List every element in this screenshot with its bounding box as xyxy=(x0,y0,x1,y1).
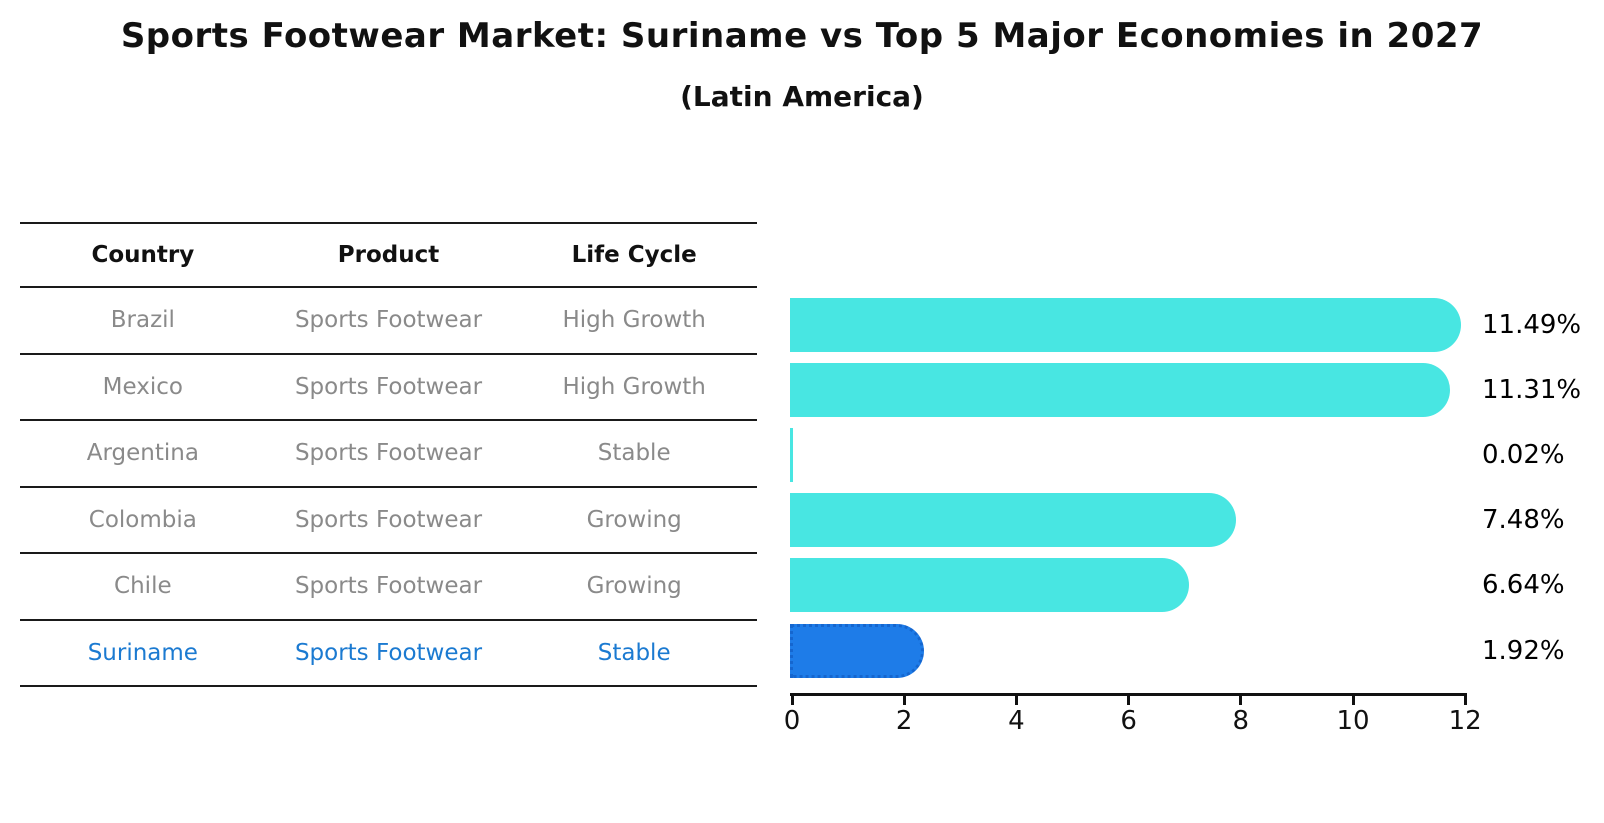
table-body: Brazil Sports Footwear High Growth Mexico Sp… xyxy=(20,288,757,687)
country-table: Country Product Life Cycle Brazil Sports … xyxy=(20,222,757,687)
bar-chile xyxy=(790,558,1189,613)
bar-argentina xyxy=(790,428,793,483)
cell-country: Colombia xyxy=(88,506,197,533)
x-axis-tick xyxy=(1127,696,1131,705)
x-axis-tick-label: 10 xyxy=(1336,706,1370,736)
value-label-brazil: 11.49% xyxy=(1482,310,1582,340)
value-label-colombia: 7.48% xyxy=(1482,505,1565,536)
x-axis-tick-label: 12 xyxy=(1448,706,1482,736)
value-label-argentina: 0.02% xyxy=(1482,440,1565,471)
column-header-lifecycle: Life Cycle xyxy=(571,242,697,268)
chart-title: Sports Footwear Market: Suriname vs Top … xyxy=(120,16,1484,56)
x-axis-tick-label: 0 xyxy=(783,706,801,736)
bar-suriname xyxy=(790,623,924,678)
cell-country: Brazil xyxy=(110,307,175,334)
cell-lifecycle: Growing xyxy=(586,506,682,533)
x-axis-tick-label: 2 xyxy=(895,706,913,736)
x-axis-tick xyxy=(1463,696,1467,705)
cell-country: Mexico xyxy=(102,373,183,400)
table-row: Colombia Sports Footwear Growing xyxy=(20,488,757,554)
cell-country: Argentina xyxy=(86,440,199,467)
cell-country: Chile xyxy=(114,573,172,600)
cell-product: Sports Footwear xyxy=(294,573,483,600)
bar-brazil xyxy=(790,298,1461,352)
table-row: Brazil Sports Footwear High Growth xyxy=(20,288,757,355)
x-axis-tick xyxy=(1239,696,1243,705)
x-axis-tick-label: 4 xyxy=(1008,706,1025,736)
cell-product: Sports Footwear xyxy=(294,307,483,334)
value-label-chile: 6.64% xyxy=(1482,570,1565,601)
value-label-suriname: 1.92% xyxy=(1482,635,1565,666)
cell-lifecycle: Stable xyxy=(597,440,671,467)
column-header-country: Country xyxy=(91,242,195,268)
bar-mexico xyxy=(790,363,1451,418)
cell-product: Sports Footwear xyxy=(294,506,483,533)
x-axis-tick-label: 6 xyxy=(1120,706,1137,736)
x-axis-tick xyxy=(1014,696,1018,705)
cell-lifecycle: Stable xyxy=(597,639,671,666)
table-header-row: Country Product Life Cycle xyxy=(20,222,757,288)
bar-colombia xyxy=(790,493,1236,548)
cell-product: Sports Footwear xyxy=(294,639,483,666)
column-header-product: Product xyxy=(337,242,440,268)
x-axis-line xyxy=(790,693,1467,696)
cell-lifecycle: High Growth xyxy=(562,373,706,400)
cell-lifecycle: High Growth xyxy=(562,307,706,334)
cell-country: Suriname xyxy=(87,639,198,666)
table-row: Mexico Sports Footwear High Growth xyxy=(20,355,757,421)
x-axis-tick xyxy=(902,696,906,705)
cell-product: Sports Footwear xyxy=(294,373,483,400)
cell-product: Sports Footwear xyxy=(294,440,483,467)
chart-subtitle: (Latin America) xyxy=(680,80,924,113)
cell-lifecycle: Growing xyxy=(586,573,682,600)
x-axis-tick xyxy=(790,696,794,705)
table-row: Argentina Sports Footwear Stable xyxy=(20,421,757,488)
x-axis-tick xyxy=(1351,696,1355,705)
x-axis-tick-label: 8 xyxy=(1232,706,1250,736)
table-row: Suriname Sports Footwear Stable xyxy=(20,621,757,687)
value-label-mexico: 11.31% xyxy=(1482,375,1582,406)
table-row: Chile Sports Footwear Growing xyxy=(20,554,757,621)
